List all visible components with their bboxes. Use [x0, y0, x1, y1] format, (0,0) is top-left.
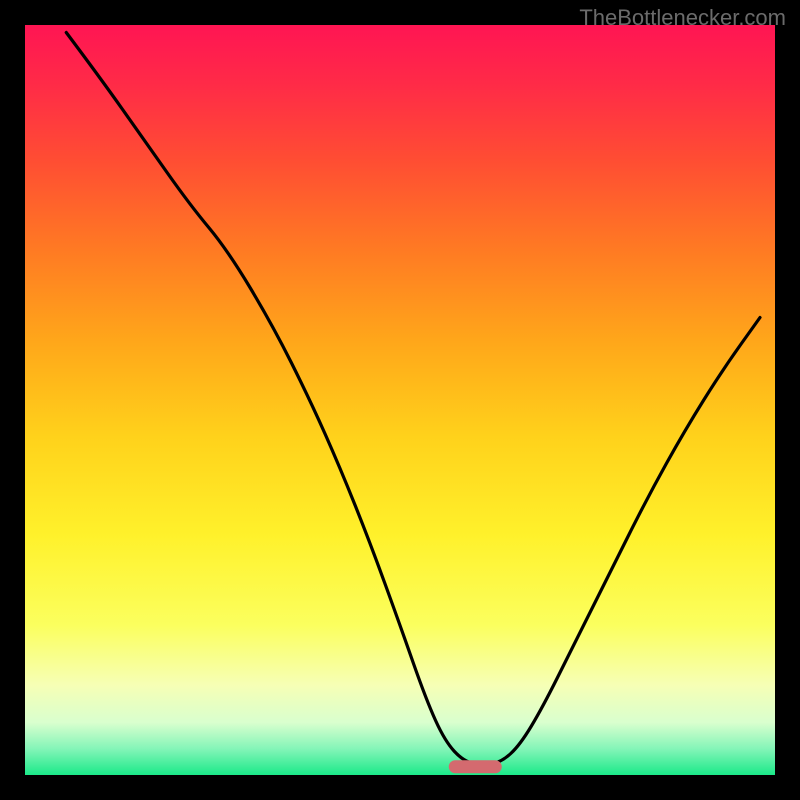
- chart-border: [0, 0, 800, 800]
- chart-frame: TheBottlenecker.com: [0, 0, 800, 800]
- watermark-text: TheBottlenecker.com: [579, 5, 786, 31]
